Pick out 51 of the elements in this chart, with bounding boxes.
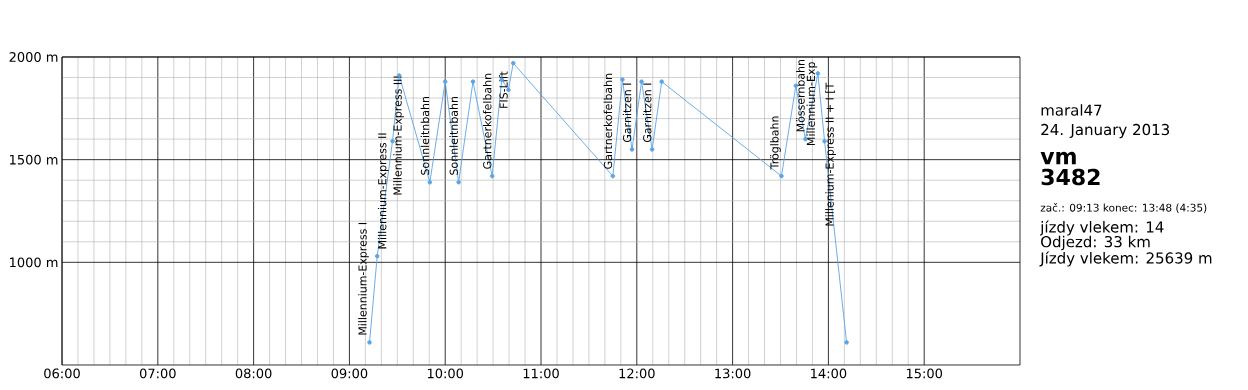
annotation: Mössernbahn xyxy=(796,59,805,132)
point xyxy=(610,173,616,179)
point xyxy=(779,173,784,179)
x-tick-label: 09:00 xyxy=(331,368,368,379)
point xyxy=(649,147,655,152)
text: Jízdy vlekem: 25639 m xyxy=(1039,251,1212,267)
text: 3482 xyxy=(1041,168,1100,186)
annotation: Millennium-Express III xyxy=(393,76,404,195)
text: zač.: 09:13 konec: 13:48 (4:35) xyxy=(1040,203,1207,213)
annotation: Gartnerkofelbahn xyxy=(603,73,613,169)
annotation: Millennium-Express II xyxy=(377,133,389,249)
x-tick-label: 11:00 xyxy=(523,368,559,379)
point xyxy=(489,173,495,179)
annotation: FIS-Lift xyxy=(499,71,508,108)
x-tick-label: 06:00 xyxy=(44,368,80,379)
annotation: Sonnleitnbahn xyxy=(420,96,430,175)
text: 24. January 2013 xyxy=(1041,123,1170,139)
text: vm xyxy=(1040,151,1076,165)
text: maral47 xyxy=(1041,104,1102,116)
x-tick-label: 08:00 xyxy=(235,368,272,379)
x-tick-label: 12:00 xyxy=(619,368,655,379)
y-tick-label: 2000 m xyxy=(9,52,58,62)
point xyxy=(374,253,380,259)
point xyxy=(367,340,372,345)
annotation: Sonnleitnbahn xyxy=(449,96,458,175)
point xyxy=(510,60,516,66)
point xyxy=(629,147,635,152)
annotation: Millennium-Exp xyxy=(806,62,818,146)
point xyxy=(442,79,448,84)
y-tick-label: 1000 m xyxy=(10,257,58,268)
text: Odjezd: 33 km xyxy=(1041,235,1150,251)
x-tick-label: 07:00 xyxy=(139,368,176,379)
x-tick-label: 15:00 xyxy=(906,368,943,379)
x-tick-label: 14:00 xyxy=(811,368,847,379)
point xyxy=(844,340,849,345)
point xyxy=(639,79,644,84)
point xyxy=(456,179,461,185)
annotation: Tröglbahn xyxy=(770,116,781,170)
annotation: Garnitzen I xyxy=(622,83,632,143)
x-tick-label: 13:00 xyxy=(715,368,751,379)
annotation: Garnitzen I xyxy=(642,83,652,143)
point xyxy=(620,77,625,82)
x-tick-label: 10:00 xyxy=(427,368,464,379)
annotation: Millennium-Express I xyxy=(358,223,369,335)
annotation: Gartnerkofelbahn xyxy=(482,73,492,169)
point xyxy=(659,79,664,84)
point xyxy=(427,179,433,185)
point xyxy=(470,79,476,84)
y-tick-label: 1500 m xyxy=(10,154,58,165)
text: jízdy vlekem: 14 xyxy=(1039,220,1164,236)
annotation: Millenium-Express II + I [T xyxy=(825,82,836,226)
